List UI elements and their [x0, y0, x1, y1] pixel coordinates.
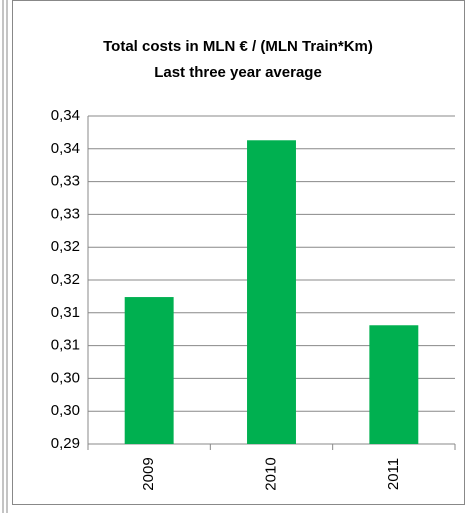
y-tick-label: 0,32: [51, 238, 80, 255]
y-tick-label: 0,29: [51, 435, 80, 452]
chart-subtitle: Last three year average: [154, 64, 322, 81]
y-tick-label: 0,30: [51, 402, 80, 419]
y-tick-label: 0,30: [51, 369, 80, 386]
bar: [369, 325, 419, 444]
y-tick-label: 0,31: [51, 337, 80, 354]
chart-title: Total costs in MLN € / (MLN Train*Km): [103, 38, 373, 55]
y-tick-label: 0,34: [51, 107, 80, 124]
bar: [247, 140, 296, 444]
x-tick-label: 2011: [385, 458, 402, 490]
y-tick-label: 0,34: [51, 140, 80, 157]
y-tick-label: 0,32: [51, 271, 80, 288]
bar: [124, 297, 174, 444]
x-tick-label: 2010: [262, 457, 279, 490]
y-tick-label: 0,33: [51, 173, 80, 190]
y-tick-label: 0,31: [51, 304, 80, 321]
x-tick-label: 2009: [140, 457, 157, 490]
y-tick-label: 0,33: [51, 205, 80, 222]
